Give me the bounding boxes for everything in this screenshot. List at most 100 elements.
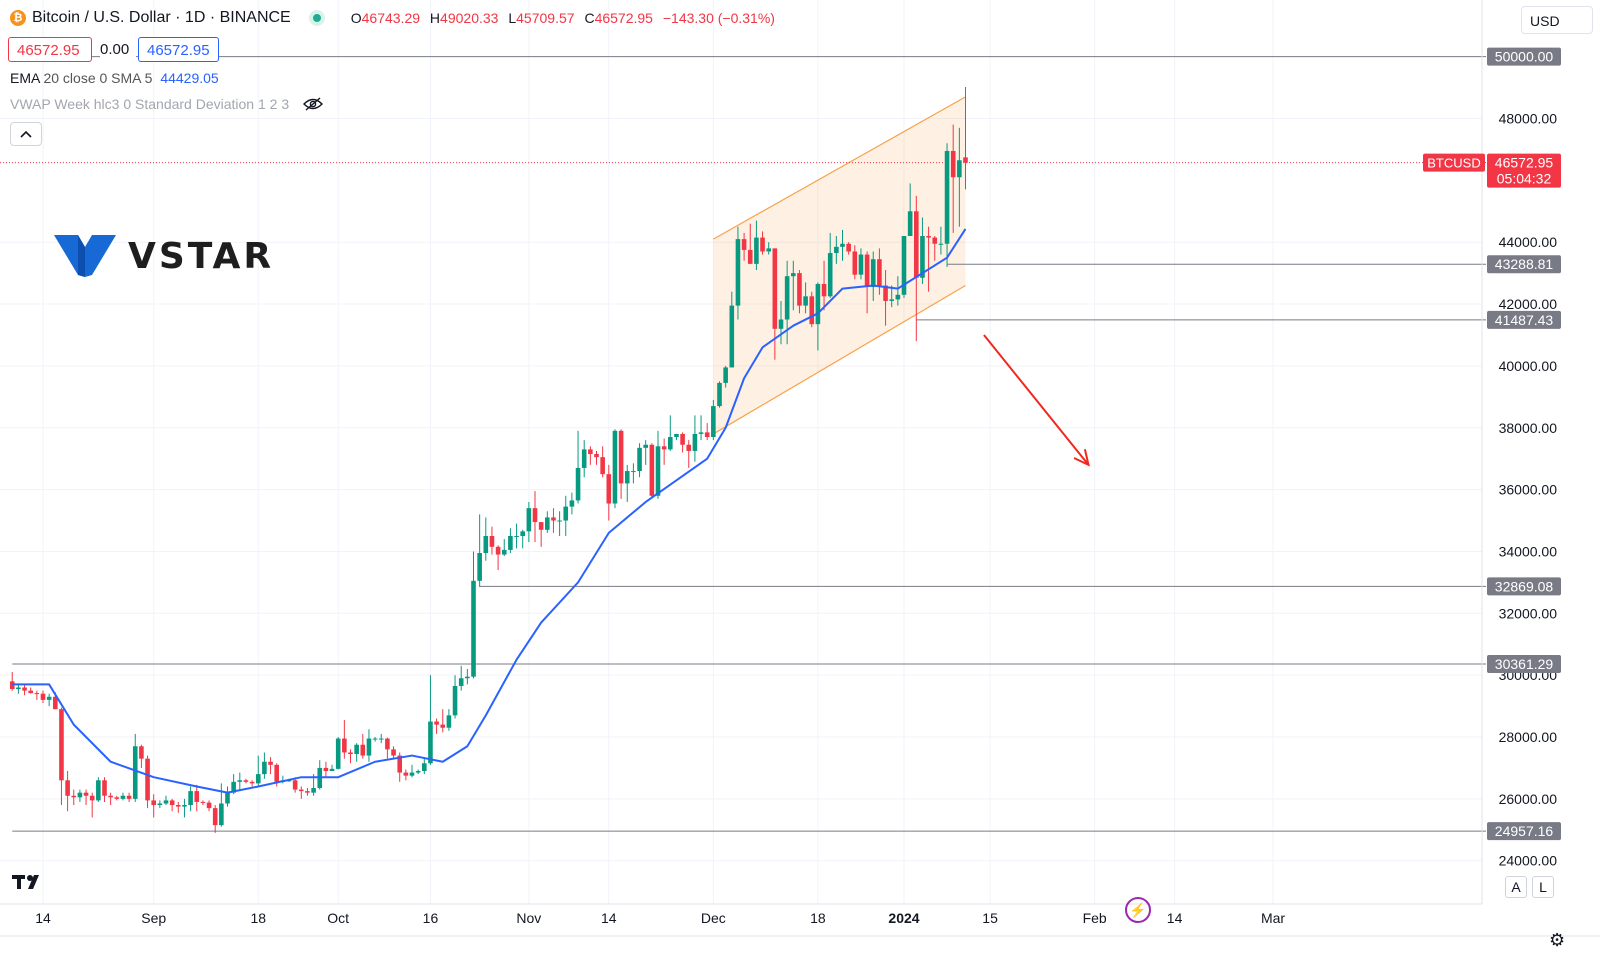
eye-hidden-icon[interactable] [303, 97, 324, 111]
candle-body [723, 367, 728, 383]
level-price-label: 32869.08 [1495, 578, 1554, 594]
candle-body [415, 771, 421, 773]
candle-body [495, 546, 501, 555]
vwap-label: VWAP Week hlc3 0 Standard Deviation 1 2 … [10, 96, 290, 112]
candle-body [225, 792, 230, 804]
candle-body [163, 800, 169, 804]
candle-body [624, 471, 630, 484]
symbol-title[interactable]: Bitcoin / U.S. Dollar · 1D · BINANCE [32, 9, 291, 26]
candle-body [428, 721, 433, 764]
candle-body [71, 795, 77, 798]
vwap-legend[interactable]: VWAP Week hlc3 0 Standard Deviation 1 2 … [10, 96, 324, 112]
y-tick-label: 34000.00 [1499, 543, 1558, 559]
bearish-arrow[interactable] [983, 334, 1090, 467]
x-tick-label: 18 [810, 910, 826, 926]
ema-value: 44429.05 [160, 70, 219, 86]
grid-lines [0, 0, 1482, 904]
auto-scale-button[interactable]: A [1505, 876, 1527, 898]
candle-body [108, 795, 113, 798]
last-price-label: 46572.95 [1495, 155, 1554, 171]
channel-lower-line [713, 284, 966, 435]
candle-body [575, 467, 581, 501]
candle-body [532, 508, 538, 523]
arrow-head [1073, 449, 1090, 467]
vstar-logo-icon [54, 235, 116, 277]
candle-body [827, 253, 833, 297]
candle-body [661, 446, 667, 450]
ohlc-high: 49020.33 [440, 10, 499, 26]
y-tick-label: 40000.00 [1499, 358, 1558, 374]
lightning-icon[interactable]: ⚡ [1125, 897, 1151, 923]
candle-body [772, 248, 778, 329]
candle-body [557, 520, 562, 522]
candle-body [717, 382, 722, 407]
candle-body [926, 236, 931, 238]
currency-selector[interactable]: USD [1521, 6, 1593, 34]
candle-body [249, 781, 255, 784]
candle-body [458, 678, 464, 686]
candle-body [588, 449, 593, 455]
log-scale-button[interactable]: L [1532, 876, 1554, 898]
gear-icon[interactable]: ⚙ [1549, 930, 1566, 950]
candle-body [791, 273, 796, 277]
y-tick-label: 24000.00 [1499, 853, 1558, 869]
candle-body [563, 506, 569, 521]
candlestick-series [9, 86, 968, 833]
candle-body [452, 685, 458, 716]
candle-body [637, 447, 642, 472]
candle-body [372, 738, 378, 740]
candle-body [809, 296, 815, 325]
candle-body [612, 430, 618, 504]
candle-body [262, 761, 267, 775]
sell-price-box[interactable]: 46572.95 [8, 37, 92, 62]
candle-body [354, 744, 359, 755]
candle-body [538, 522, 544, 530]
candle-body [895, 294, 901, 300]
horizontal-levels[interactable] [0, 56, 1486, 832]
tradingview-logo[interactable] [12, 872, 46, 897]
ascending-channel[interactable] [713, 96, 966, 435]
candle-body [200, 801, 206, 803]
candle-body [96, 780, 101, 801]
ohlc-change: −143.30 (−0.31%) [662, 10, 775, 26]
candle-body [243, 780, 249, 782]
x-tick-label: 2024 [888, 910, 919, 926]
vstar-logo: VSTAR [54, 235, 274, 277]
candle-body [89, 795, 95, 801]
candle-body [22, 687, 27, 691]
candle-body [422, 763, 427, 772]
candle-body [391, 749, 396, 756]
collapse-legend-button[interactable] [10, 122, 42, 146]
y-tick-label: 26000.00 [1499, 791, 1558, 807]
candle-body [950, 150, 956, 178]
ema-legend[interactable]: EMA 20 close 0 SMA 5 44429.05 [10, 70, 219, 86]
candle-body [151, 800, 156, 806]
buy-price-box[interactable]: 46572.95 [138, 37, 219, 62]
candle-body [883, 285, 888, 301]
candle-body [858, 254, 864, 275]
arrow-shaft [983, 334, 1090, 466]
market-open-icon [308, 10, 325, 26]
candle-body [655, 446, 661, 496]
ohlc-open: 46743.29 [361, 10, 421, 26]
x-tick-label: Sep [141, 910, 166, 926]
candle-body [176, 805, 181, 807]
candle-body [846, 243, 851, 252]
candle-body [434, 721, 439, 725]
candle-body [219, 803, 224, 826]
candle-body [594, 454, 599, 458]
candle-body [520, 531, 525, 536]
x-tick-label: Mar [1261, 910, 1285, 926]
candle-body [852, 251, 858, 275]
symbol-tag [1423, 153, 1485, 172]
bar-countdown-label: 05:04:32 [1497, 171, 1552, 187]
candle-body [169, 800, 175, 806]
channel-upper-line [713, 96, 966, 240]
ohlc-readout: O46743.29 H49020.33 L45709.57 C46572.95 … [350, 10, 775, 26]
candle-body [299, 789, 304, 792]
candle-body [329, 768, 335, 772]
candle-body [741, 239, 747, 250]
ema-series [12, 228, 967, 794]
candle-body [864, 254, 870, 288]
